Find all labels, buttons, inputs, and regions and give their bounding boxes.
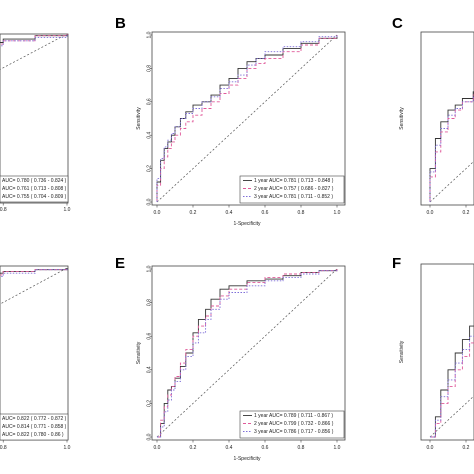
y-tick-label: 1.0 — [146, 31, 152, 38]
y-axis-label: Sensitivity — [399, 107, 405, 130]
y-tick-label: 0.6 — [146, 98, 152, 105]
roc-curve-series-3 — [430, 335, 474, 438]
y-tick-label: 0.2 — [146, 400, 152, 407]
panel-c: 0.0 0.2 Sensitivity C — [392, 15, 474, 216]
roc-curve-series-3 — [156, 35, 338, 202]
y-axis-label: Sensitivity — [136, 341, 142, 364]
plot-frame — [151, 265, 346, 441]
roc-curve-series-3 — [429, 96, 474, 202]
x-axis-label: 1-Specificity — [234, 456, 261, 462]
legend-entry: 3 year AUC= 0.781 ( 0.711 - 0.852 ) — [254, 194, 333, 200]
panel-f: 0.0 0.2 Sensitivity F — [392, 255, 474, 451]
x-tick-label: 0.4 — [226, 445, 233, 451]
x-tick-label: 0.6 — [262, 210, 269, 216]
y-axis-label: Sensitivity — [136, 107, 142, 130]
x-tick-label: 0.4 — [226, 210, 233, 216]
reference-diagonal — [0, 34, 68, 70]
legend-entry: AUC= 0.822 ( 0.780 - 0.86 ) — [2, 432, 64, 438]
legend-box — [0, 175, 69, 203]
plot-frame — [420, 31, 474, 206]
x-tick-label: 0.8 — [298, 210, 305, 216]
legend-entry: 3 year AUC= 0.786 ( 0.717 - 0.856 ) — [254, 429, 334, 435]
panel-d: 0.8 1.0 AUC= 0.822 ( 0.772 - 0.872 ) AUC= 0… — [0, 265, 71, 451]
y-tick-label: 0.8 — [146, 299, 152, 306]
y-tick-label: 0.4 — [146, 132, 152, 139]
y-tick-label: 0.0 — [146, 433, 152, 440]
roc-curve-series-2 — [157, 269, 338, 438]
panel-letter: F — [392, 255, 401, 272]
roc-curve-series-2 — [429, 94, 474, 202]
panel-a: 0.8 1.0 AUC= 0.780 ( 0.736 - 0.824 ) AUC= 0… — [0, 33, 71, 213]
panel-letter: C — [392, 15, 403, 32]
plot-area — [0, 34, 68, 70]
x-tick-label: 1.0 — [334, 445, 341, 451]
roc-curve-series-2 — [0, 34, 68, 45]
x-tick-label: 0.2 — [463, 210, 470, 216]
roc-curve-series-1 — [0, 268, 68, 274]
x-tick-label: 0.2 — [190, 445, 197, 451]
reference-diagonal — [156, 34, 338, 203]
legend-entry: 2 year AUC= 0.757 ( 0.686 - 0.827 ) — [254, 186, 334, 192]
x-tick-label: 0.2 — [190, 210, 197, 216]
x-tick-label: 1.0 — [64, 207, 71, 213]
roc-curve-series-1 — [0, 34, 68, 43]
panel-letter: E — [115, 255, 125, 272]
y-tick-label: 0.2 — [146, 165, 152, 172]
legend-box — [0, 413, 69, 441]
roc-curve-series-1 — [430, 325, 474, 438]
y-axis-label: Sensitivity — [399, 340, 405, 363]
roc-curve-series-2 — [430, 342, 474, 438]
x-tick-label: 0.2 — [463, 445, 470, 451]
y-tick-label: 0.6 — [146, 333, 152, 340]
reference-diagonal — [156, 268, 338, 438]
roc-curve-series-2 — [156, 35, 338, 202]
legend-entry: AUC= 0.761 ( 0.713 - 0.808 ) — [2, 186, 67, 192]
legend-entry: AUC= 0.780 ( 0.736 - 0.824 ) — [2, 178, 67, 184]
reference-diagonal — [429, 160, 474, 203]
plot-frame — [0, 33, 69, 204]
plot-frame — [420, 263, 474, 441]
y-tick-label: 0.0 — [146, 198, 152, 205]
x-tick-label: 0.6 — [262, 445, 269, 451]
legend-box — [239, 175, 345, 204]
y-tick-label: 0.8 — [146, 65, 152, 72]
panel-b: 0.0 0.2 0.4 0.6 0.8 1.0 0.0 0.2 0.4 0.6 0.8 1.0 1-Sp… — [115, 15, 346, 227]
plot-area — [429, 325, 474, 438]
plot-area — [429, 91, 474, 203]
legend-entry: AUC= 0.822 ( 0.772 - 0.872 ) — [2, 416, 67, 422]
legend-entry: 1 year AUC= 0.789 ( 0.711 - 0.867 ) — [254, 413, 333, 419]
x-tick-label: 0.0 — [427, 210, 434, 216]
legend-box — [239, 410, 345, 439]
x-axis-label: 1-Specificity — [234, 221, 261, 227]
plot-area — [0, 267, 68, 305]
y-tick-label: 1.0 — [146, 265, 152, 272]
y-tick-label: 0.4 — [146, 366, 152, 373]
plot-area — [156, 268, 338, 438]
x-tick-label: 1.0 — [64, 445, 71, 451]
roc-curve-series-3 — [0, 34, 68, 47]
x-tick-label: 0.8 — [298, 445, 305, 451]
legend-entry: AUC= 0.814 ( 0.771 - 0.858 ) — [2, 424, 67, 430]
legend-entry: 2 year AUC= 0.799 ( 0.732 - 0.866 ) — [254, 421, 334, 427]
x-tick-label: 1.0 — [334, 210, 341, 216]
x-tick-label: 0.0 — [154, 445, 161, 451]
legend-entry: 1 year AUC= 0.781 ( 0.713 - 0.848 ) — [254, 178, 334, 184]
plot-frame — [151, 31, 346, 206]
roc-curve-series-3 — [0, 268, 68, 278]
x-tick-label: 0.0 — [154, 210, 161, 216]
panel-letter: B — [115, 15, 126, 32]
legend-entry: AUC= 0.755 ( 0.704 - 0.809 ) — [2, 194, 67, 200]
roc-curve-series-3 — [157, 269, 338, 438]
x-tick-label: 0.8 — [0, 445, 7, 451]
panel-e: 0.0 0.2 0.4 0.6 0.8 1.0 0.0 0.2 0.4 0.6 0.8 1.0 1-Sp… — [115, 255, 346, 462]
x-tick-label: 0.8 — [0, 207, 7, 213]
plot-area — [156, 34, 338, 203]
x-tick-label: 0.0 — [427, 445, 434, 451]
reference-diagonal — [429, 395, 474, 438]
